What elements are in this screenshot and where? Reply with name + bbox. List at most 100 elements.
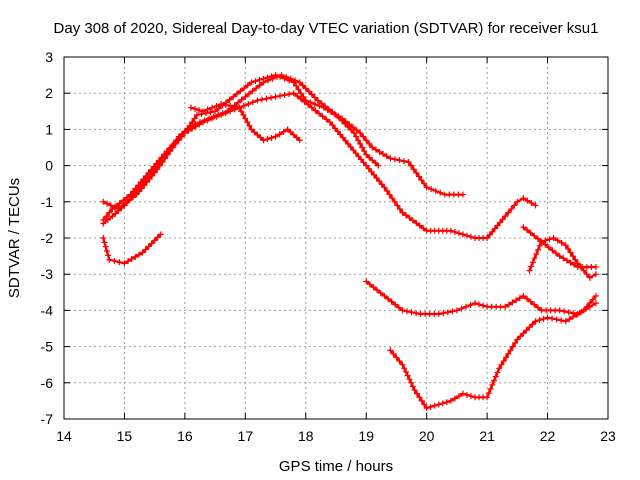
trail-marker xyxy=(527,298,534,305)
trail-marker xyxy=(125,258,132,265)
trail-marker xyxy=(254,131,261,138)
trail-marker xyxy=(233,90,240,97)
trail-marker xyxy=(246,122,253,129)
trail-marker xyxy=(346,121,353,128)
trail-marker xyxy=(264,74,271,81)
y-tick-label: -5 xyxy=(41,339,54,355)
trail-marker xyxy=(305,88,312,95)
trail-marker xyxy=(178,133,185,140)
trail-marker xyxy=(277,73,284,80)
trail-marker xyxy=(312,107,319,114)
trail-marker xyxy=(480,394,487,401)
data-point-marker xyxy=(562,242,569,249)
trail-marker xyxy=(401,365,408,372)
data-point-marker xyxy=(218,101,225,108)
trail-marker xyxy=(287,129,294,136)
trail-marker xyxy=(508,206,515,213)
trail-marker xyxy=(353,133,360,140)
trail-marker xyxy=(355,137,362,144)
trail-marker xyxy=(527,229,534,236)
x-tick-label: 14 xyxy=(56,428,72,444)
trail-marker xyxy=(507,347,514,354)
trail-marker xyxy=(189,125,196,132)
trail-marker xyxy=(533,251,540,258)
trail-marker xyxy=(421,180,428,187)
trail-marker xyxy=(347,143,354,150)
trail-marker xyxy=(191,105,198,112)
trail-marker xyxy=(251,129,258,136)
trail-marker xyxy=(209,104,216,111)
trail-marker xyxy=(439,400,446,407)
trail-marker xyxy=(428,186,435,193)
y-tick-label: 3 xyxy=(45,49,53,65)
trail-marker xyxy=(552,307,559,314)
trail-marker xyxy=(589,296,596,303)
data-point-marker xyxy=(592,271,599,278)
x-axis-label: GPS time / hours xyxy=(279,458,393,475)
data-point-marker xyxy=(447,397,454,404)
x-tick-label: 22 xyxy=(540,428,556,444)
trail-marker xyxy=(569,253,576,260)
data-point-marker xyxy=(375,162,382,169)
x-tick-label: 16 xyxy=(177,428,193,444)
data-point-marker xyxy=(109,213,116,220)
trail-marker xyxy=(383,187,390,194)
trail-marker xyxy=(523,327,530,334)
data-point-marker xyxy=(526,267,533,274)
trail-marker xyxy=(558,317,565,324)
trail-marker xyxy=(563,257,570,264)
trail-marker xyxy=(332,125,339,132)
data-point-marker xyxy=(520,224,527,231)
x-tick-label: 23 xyxy=(600,428,616,444)
trail-marker xyxy=(196,121,203,128)
trail-marker xyxy=(263,95,270,102)
y-tick-label: -2 xyxy=(41,230,54,246)
trail-marker xyxy=(158,154,165,161)
data-point-marker xyxy=(544,314,551,321)
chart-title: Day 308 of 2020, Sidereal Day-to-day VTE… xyxy=(54,20,599,37)
trail-marker xyxy=(553,316,560,323)
trail-marker xyxy=(554,237,561,244)
trail-marker xyxy=(368,168,375,175)
data-point-marker xyxy=(157,231,164,238)
trail-marker xyxy=(137,179,144,186)
trail-marker xyxy=(222,101,229,108)
trail-marker xyxy=(535,246,542,253)
trail-marker xyxy=(369,157,376,164)
trail-marker xyxy=(505,301,512,308)
trail-marker xyxy=(560,255,567,262)
trail-marker xyxy=(577,309,584,316)
trail-marker xyxy=(463,391,470,398)
trail-marker xyxy=(391,156,398,163)
trail-marker xyxy=(286,91,293,98)
trail-marker xyxy=(316,102,323,109)
data-point-marker xyxy=(326,119,333,126)
trail-marker xyxy=(480,302,487,309)
trail-marker xyxy=(413,310,420,317)
trail-marker xyxy=(524,227,531,234)
trail-marker xyxy=(489,381,496,388)
trail-marker xyxy=(231,103,238,110)
trail-marker xyxy=(286,77,293,84)
trail-marker xyxy=(299,82,306,89)
trail-marker xyxy=(116,200,123,207)
trail-marker xyxy=(526,324,533,331)
trail-marker xyxy=(148,240,155,247)
trail-marker xyxy=(505,350,512,357)
trail-marker xyxy=(413,220,420,227)
trail-marker xyxy=(410,166,417,173)
trail-marker xyxy=(449,308,456,315)
data-point-marker xyxy=(100,198,107,205)
trail-marker xyxy=(294,93,301,100)
series-track-4 xyxy=(100,231,164,267)
trail-marker xyxy=(349,124,356,131)
data-point-marker xyxy=(520,195,527,202)
data-point-marker xyxy=(200,108,207,115)
trail-marker xyxy=(222,110,229,117)
data-point-marker xyxy=(472,300,479,307)
data-point-marker xyxy=(260,137,267,144)
trail-marker xyxy=(459,231,466,238)
trail-marker xyxy=(226,96,233,103)
trail-marker xyxy=(534,235,541,242)
